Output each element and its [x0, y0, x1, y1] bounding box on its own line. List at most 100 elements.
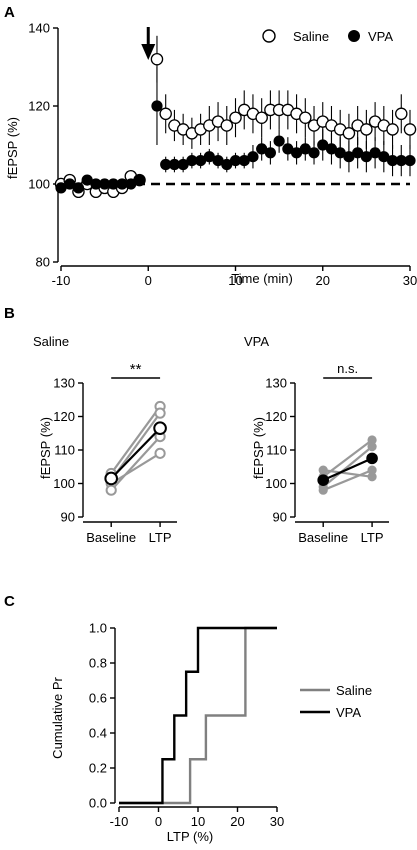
legend-saline-label: Saline [293, 29, 329, 44]
data-point [325, 143, 338, 155]
data-point [55, 182, 67, 194]
panel-b-vpa-ylabel: fEPSP (%) [251, 417, 266, 479]
y-tick-label: 90 [273, 510, 287, 525]
panel-a-ylabel: fEPSP (%) [5, 117, 20, 179]
data-point [282, 143, 294, 155]
y-tick-label: 110 [54, 443, 75, 458]
panel-label-a: A [4, 4, 15, 21]
panel-c-y-tick-label: 1.0 [89, 621, 107, 636]
data-point [273, 135, 285, 147]
data-point [264, 147, 276, 159]
panel-c-x-tick-label: -10 [110, 814, 129, 829]
panel-a-x-tick-label: 10 [228, 273, 242, 288]
data-point [150, 52, 164, 66]
panel-b-saline-title: Saline [33, 334, 69, 349]
panel-c-y-tick-label: 0.0 [89, 796, 107, 811]
panel-a-xlabel: Time (min) [231, 271, 293, 286]
panel-b-saline-ylabel: fEPSP (%) [38, 417, 53, 479]
panel-a-y-tick-label: 140 [28, 21, 50, 36]
data-point [99, 178, 111, 190]
individual-point [367, 442, 377, 452]
data-point [64, 178, 76, 190]
panel-c-y-tick-label: 0.4 [89, 726, 107, 741]
panel-a-series [54, 35, 417, 199]
mean-point [104, 471, 118, 486]
data-point [107, 178, 119, 190]
data-point [378, 151, 390, 163]
legend-saline-marker [262, 29, 276, 43]
data-point [195, 155, 207, 167]
mean-point [366, 452, 378, 465]
panel-c-y-tick-label: 0.2 [89, 761, 107, 776]
x-tick-label: LTP [149, 530, 172, 545]
data-point [116, 178, 128, 190]
data-point [299, 111, 312, 124]
data-point [238, 155, 250, 167]
data-point [125, 178, 137, 190]
panel-b-saline: Saline 90 100 110 120 130 Baseline LTP ** fEPS… [33, 334, 177, 545]
data-point [360, 151, 372, 163]
panel-a-x-tick-label: 20 [316, 273, 330, 288]
individual-line [110, 452, 161, 485]
data-point [299, 143, 311, 155]
data-point [256, 143, 268, 155]
data-point [151, 100, 163, 112]
data-point [90, 178, 102, 190]
cdf-line-saline [119, 626, 277, 805]
series-vpa [55, 67, 416, 194]
legend-vpa-marker [348, 30, 360, 42]
panel-a-x-tick-label: -10 [52, 273, 71, 288]
panel-b-saline-axes: 90 100 110 120 130 Baseline LTP [53, 376, 177, 545]
mean-line [110, 427, 161, 480]
legend-vpa-label: VPA [368, 29, 393, 44]
data-point [342, 127, 356, 140]
mean-point [317, 474, 330, 486]
panel-a-x-tick-label: 0 [145, 273, 152, 288]
y-tick-label: 90 [61, 510, 75, 525]
panel-c: 0.00.20.40.60.81.0-10 0 10 20 30 Saline VPA … [50, 621, 372, 845]
data-point [229, 111, 242, 124]
data-point [403, 123, 417, 136]
data-point [247, 151, 259, 163]
x-tick-label: Baseline [298, 530, 348, 545]
data-point [386, 155, 399, 167]
data-point [159, 107, 172, 121]
panel-label-c: C [4, 593, 15, 610]
data-point [255, 111, 268, 124]
panel-label-b: B [4, 305, 15, 322]
individual-line [110, 435, 161, 491]
individual-point [154, 447, 166, 459]
panel-a-x-tick-label: 30 [403, 273, 417, 288]
data-point [343, 151, 355, 163]
panel-b-vpa: VPA 90 100 110 120 130 Baseline LTP n.s. fEPSP… [244, 334, 389, 545]
panel-c-axes: 0.0 0.2 0.4 0.6 0.8 1.0 -10 0 10 20 30 [89, 621, 284, 830]
individual-point [367, 435, 377, 445]
panel-a-legend: Saline VPA [262, 29, 393, 44]
arrow-head [141, 44, 156, 60]
panel-b-vpa-title: VPA [244, 334, 269, 349]
data-point [168, 158, 181, 171]
panel-c-y-tick-label: 0.8 [89, 656, 107, 671]
data-point [203, 151, 215, 163]
individual-line [322, 439, 373, 478]
data-point [229, 155, 242, 167]
individual-line [110, 405, 161, 475]
data-point [290, 147, 303, 159]
panel-a-axes: 80 100 120 140 -10 0 10 20 30 [28, 21, 417, 289]
panel-c-x-tick-label: 20 [230, 814, 244, 829]
panel-c-y-tick-label: 0.6 [89, 691, 107, 706]
y-tick-label: 130 [53, 376, 75, 391]
panel-b-saline-significance: ** [130, 361, 142, 378]
panel-c-ylabel: Cumulative Pr [50, 677, 65, 759]
data-point [334, 147, 346, 159]
individual-point [318, 485, 328, 495]
y-tick-label: 100 [53, 476, 75, 491]
data-point [317, 139, 329, 151]
panel-c-legend: Saline VPA [300, 683, 372, 720]
y-tick-label: 120 [53, 409, 75, 424]
legend-c-saline-label: Saline [336, 683, 372, 698]
data-point [395, 107, 408, 121]
x-tick-label: Baseline [86, 530, 136, 545]
data-point [160, 158, 172, 171]
